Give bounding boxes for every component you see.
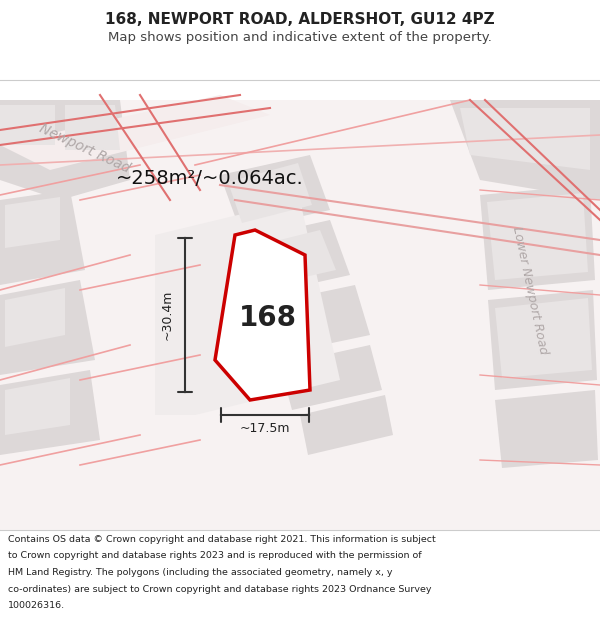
Bar [0,530,600,625]
Polygon shape [240,220,350,295]
Polygon shape [450,100,600,200]
Text: Newport Road: Newport Road [37,121,133,175]
Text: 168, NEWPORT ROAD, ALDERSHOT, GU12 4PZ: 168, NEWPORT ROAD, ALDERSHOT, GU12 4PZ [105,12,495,28]
Polygon shape [0,105,55,145]
Polygon shape [480,185,595,290]
Polygon shape [280,345,382,410]
Text: Lower Newport Road: Lower Newport Road [510,225,550,355]
Polygon shape [5,378,70,435]
Text: HM Land Registry. The polygons (including the associated geometry, namely x, y: HM Land Registry. The polygons (includin… [8,568,392,577]
Polygon shape [0,370,100,455]
Text: co-ordinates) are subject to Crown copyright and database rights 2023 Ordnance S: co-ordinates) are subject to Crown copyr… [8,584,431,594]
Polygon shape [460,108,590,170]
Polygon shape [65,105,120,150]
Polygon shape [228,163,312,223]
Polygon shape [0,95,270,170]
Polygon shape [0,100,130,200]
Polygon shape [487,193,588,280]
Polygon shape [5,288,65,347]
Polygon shape [260,285,370,355]
Text: 100026316.: 100026316. [8,601,65,610]
Text: Map shows position and indicative extent of the property.: Map shows position and indicative extent… [108,31,492,44]
Polygon shape [5,197,60,248]
Polygon shape [155,200,340,415]
Polygon shape [220,155,330,230]
Polygon shape [495,390,598,468]
Bar [0,0,600,80]
Text: ~258m²/~0.064ac.: ~258m²/~0.064ac. [116,169,304,187]
Polygon shape [488,290,597,390]
Text: to Crown copyright and database rights 2023 and is reproduced with the permissio: to Crown copyright and database rights 2… [8,551,422,561]
Polygon shape [0,280,95,375]
Text: Contains OS data © Crown copyright and database right 2021. This information is : Contains OS data © Crown copyright and d… [8,535,436,544]
Polygon shape [215,230,310,400]
Polygon shape [495,298,592,378]
Text: ~30.4m: ~30.4m [161,290,173,340]
Bar [0,95,600,530]
Text: 168: 168 [239,304,297,332]
Polygon shape [300,395,393,455]
Text: ~17.5m: ~17.5m [240,422,290,436]
Polygon shape [0,190,85,285]
Polygon shape [248,230,336,288]
Polygon shape [0,60,600,100]
